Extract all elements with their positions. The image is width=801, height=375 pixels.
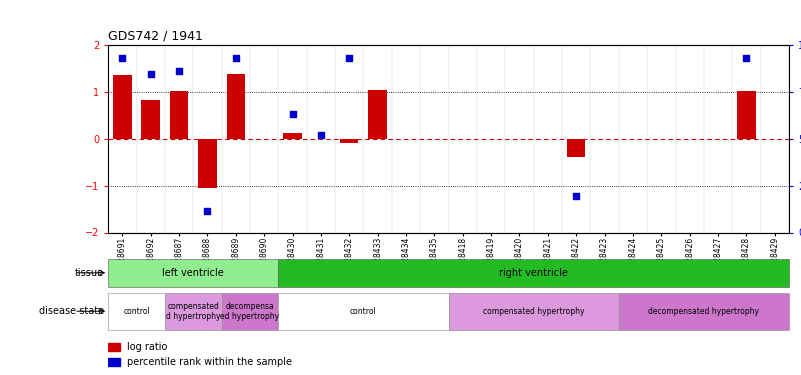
- Text: log ratio: log ratio: [127, 342, 167, 352]
- Point: [286, 111, 299, 117]
- Point: [173, 68, 186, 74]
- Text: decompensated hypertrophy: decompensated hypertrophy: [648, 307, 759, 316]
- Text: percentile rank within the sample: percentile rank within the sample: [127, 357, 292, 367]
- Bar: [165, 292, 222, 330]
- Text: control: control: [350, 307, 376, 316]
- Bar: [227, 74, 245, 139]
- Text: control: control: [123, 307, 150, 316]
- Bar: [108, 292, 165, 330]
- Text: tissue: tissue: [75, 268, 104, 278]
- Text: GDS742 / 1941: GDS742 / 1941: [108, 30, 203, 42]
- Bar: [108, 358, 120, 366]
- Bar: [108, 343, 120, 351]
- Bar: [113, 75, 131, 139]
- Text: left ventricle: left ventricle: [163, 268, 224, 278]
- Point: [740, 55, 753, 61]
- Text: disease state: disease state: [39, 306, 104, 316]
- Bar: [222, 292, 279, 330]
- Bar: [108, 259, 279, 287]
- Bar: [170, 91, 188, 139]
- Bar: [737, 91, 755, 139]
- Bar: [142, 100, 160, 139]
- Point: [315, 132, 328, 138]
- Point: [201, 209, 214, 214]
- Point: [116, 55, 129, 61]
- Bar: [279, 259, 789, 287]
- Point: [343, 55, 356, 61]
- Point: [229, 55, 242, 61]
- Bar: [449, 292, 618, 330]
- Bar: [567, 139, 586, 157]
- Text: compensated hypertrophy: compensated hypertrophy: [483, 307, 585, 316]
- Text: decompensa
ed hypertrophy: decompensa ed hypertrophy: [220, 302, 280, 321]
- Text: right ventricle: right ventricle: [499, 268, 568, 278]
- Point: [570, 193, 582, 199]
- Point: [144, 71, 157, 77]
- Bar: [368, 90, 387, 139]
- Text: compensated
d hypertrophy: compensated d hypertrophy: [166, 302, 220, 321]
- Bar: [198, 139, 216, 188]
- Bar: [284, 133, 302, 139]
- Bar: [340, 139, 359, 142]
- Bar: [619, 292, 789, 330]
- Bar: [279, 292, 449, 330]
